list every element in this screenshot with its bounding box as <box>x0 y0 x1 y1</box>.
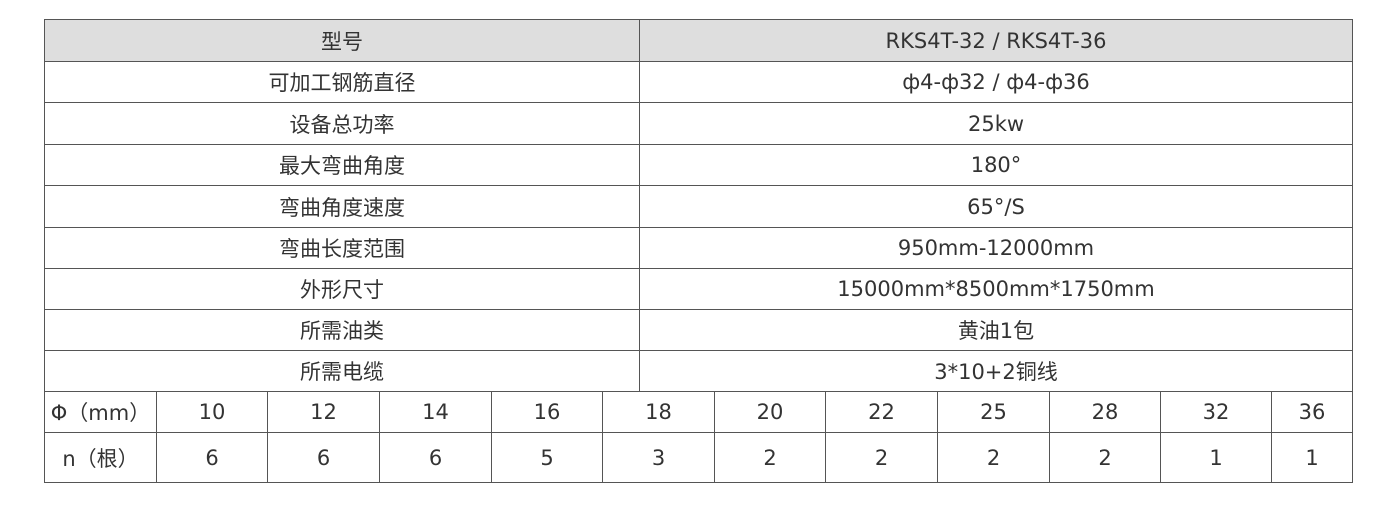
diameter-cell: 36 <box>1271 391 1353 433</box>
spec-label-cell: 设备总功率 <box>44 102 640 145</box>
header-value-cell: RKS4T-32 / RKS4T-36 <box>639 19 1353 62</box>
spec-value-cell: 25kw <box>639 102 1353 145</box>
count-cell: 6 <box>267 432 380 483</box>
diameter-cell: 12 <box>267 391 380 433</box>
spec-value-cell: 65°/S <box>639 185 1353 228</box>
spec-value-cell: 180° <box>639 144 1353 186</box>
count-cell: 2 <box>714 432 826 483</box>
spec-value-cell: 15000mm*8500mm*1750mm <box>639 268 1353 310</box>
spec-label-cell: 所需电缆 <box>44 350 640 392</box>
spec-value-cell: 950mm-12000mm <box>639 227 1353 269</box>
count-cell: 6 <box>379 432 492 483</box>
count-cell: 3 <box>602 432 715 483</box>
count-label-cell: n（根） <box>44 432 157 483</box>
spec-value-cell: 黄油1包 <box>639 309 1353 351</box>
spec-label-cell: 最大弯曲角度 <box>44 144 640 186</box>
spec-label-cell: 外形尺寸 <box>44 268 640 310</box>
count-cell: 1 <box>1160 432 1272 483</box>
spec-label-cell: 弯曲角度速度 <box>44 185 640 228</box>
spec-label-cell: 所需油类 <box>44 309 640 351</box>
diameter-cell: 22 <box>825 391 938 433</box>
diameter-cell: 18 <box>602 391 715 433</box>
diameter-cell: 25 <box>937 391 1050 433</box>
header-label-cell: 型号 <box>44 19 640 62</box>
diameter-cell: 28 <box>1049 391 1161 433</box>
count-cell: 2 <box>937 432 1050 483</box>
diameter-label-cell: Φ（mm） <box>44 391 157 433</box>
count-cell: 2 <box>825 432 938 483</box>
spec-label-cell: 弯曲长度范围 <box>44 227 640 269</box>
spec-value-cell: 3*10+2铜线 <box>639 350 1353 392</box>
count-cell: 5 <box>491 432 603 483</box>
diameter-cell: 10 <box>156 391 268 433</box>
diameter-cell: 16 <box>491 391 603 433</box>
count-cell: 2 <box>1049 432 1161 483</box>
count-cell: 1 <box>1271 432 1353 483</box>
diameter-cell: 14 <box>379 391 492 433</box>
count-cell: 6 <box>156 432 268 483</box>
spec-label-cell: 可加工钢筋直径 <box>44 61 640 103</box>
spec-value-cell: ф4-ф32 / ф4-ф36 <box>639 61 1353 103</box>
diameter-cell: 32 <box>1160 391 1272 433</box>
diameter-cell: 20 <box>714 391 826 433</box>
